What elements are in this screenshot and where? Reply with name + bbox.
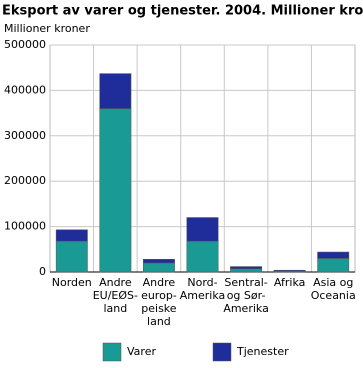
- bar-segment: [230, 268, 263, 273]
- bar-segment: [186, 240, 219, 273]
- y-tick-label: 0: [39, 265, 46, 278]
- y-tick-label: 500000: [4, 38, 46, 51]
- bar-segment: [55, 229, 88, 242]
- bar-segment: [142, 259, 175, 264]
- bar-segment: [317, 251, 350, 259]
- chart-title: Eksport av varer og tjenester. 2004. Mil…: [2, 4, 363, 19]
- x-tick-label: Nord-: [187, 276, 217, 289]
- bar-segment: [317, 258, 350, 273]
- legend-label: Varer: [127, 345, 156, 358]
- x-tick-label: europ-: [141, 289, 177, 302]
- y-axis-label: Millioner kroner: [4, 22, 90, 35]
- bar-segment: [99, 108, 132, 273]
- x-tick-label: Afrika: [274, 276, 306, 289]
- y-tick-label: 200000: [4, 174, 46, 187]
- x-tick-label: EU/EØS-: [93, 289, 138, 302]
- x-tick-label: Oceania: [311, 289, 356, 302]
- x-tick-label: Andre: [143, 276, 176, 289]
- legend-label: Tjenester: [236, 345, 289, 358]
- x-tick-label: land: [103, 302, 127, 315]
- x-tick-label: og Sør-: [227, 289, 266, 302]
- x-tick-label: Sentral-: [224, 276, 267, 289]
- y-tick-label: 300000: [4, 129, 46, 142]
- bar-segment: [55, 240, 88, 273]
- y-tick-label: 400000: [4, 83, 46, 96]
- bar-segment: [273, 269, 306, 272]
- x-tick-label: Amerika: [180, 289, 226, 302]
- bar-segment: [99, 73, 132, 109]
- y-tick-label: 100000: [4, 220, 46, 233]
- bar-segment: [230, 266, 263, 270]
- x-tick-label: Amerika: [223, 302, 269, 315]
- x-tick-label: peiske: [141, 302, 177, 315]
- x-tick-label: Asia og: [313, 276, 353, 289]
- x-tick-label: Andre: [99, 276, 132, 289]
- x-tick-label: land: [147, 315, 171, 328]
- bar-segment: [186, 217, 219, 242]
- legend-swatch: [212, 342, 232, 362]
- bar-segment: [142, 262, 175, 273]
- x-tick-label: Norden: [52, 276, 92, 289]
- legend-swatch: [102, 342, 122, 362]
